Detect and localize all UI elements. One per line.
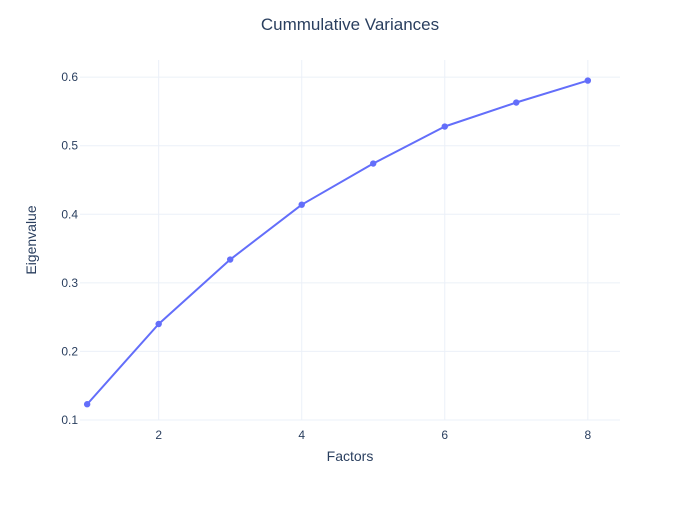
y-axis-ticks: 0.1 0.2 0.3 0.4 0.5 0.6	[61, 70, 78, 427]
data-point[interactable]	[370, 160, 377, 167]
y-tick-label: 0.6	[61, 70, 78, 84]
data-point[interactable]	[298, 201, 305, 208]
x-tick-label: 4	[298, 428, 305, 442]
y-tick-label: 0.1	[61, 413, 78, 427]
x-tick-label: 8	[584, 428, 591, 442]
data-point[interactable]	[155, 320, 162, 328]
x-tick-label: 6	[441, 428, 448, 442]
y-axis-title: Eigenvalue	[23, 205, 39, 274]
x-axis-ticks: 2 4 6 8	[155, 428, 591, 442]
y-tick-label: 0.5	[61, 139, 78, 153]
series-line	[86, 79, 589, 405]
data-point[interactable]	[226, 256, 234, 263]
x-axis-title: Factors	[327, 448, 374, 464]
data-point[interactable]	[513, 99, 520, 106]
y-tick-label: 0.2	[61, 344, 78, 358]
chart-title: Cummulative Variances	[261, 15, 439, 34]
series-layer	[83, 77, 592, 408]
data-point[interactable]	[441, 123, 448, 130]
y-tick-label: 0.3	[61, 276, 78, 290]
x-gridlines	[158, 60, 589, 420]
data-point[interactable]	[584, 77, 592, 84]
y-tick-label: 0.4	[61, 207, 78, 221]
y-gridlines	[80, 76, 620, 421]
x-tick-label: 2	[155, 428, 162, 442]
data-point[interactable]	[83, 401, 91, 408]
